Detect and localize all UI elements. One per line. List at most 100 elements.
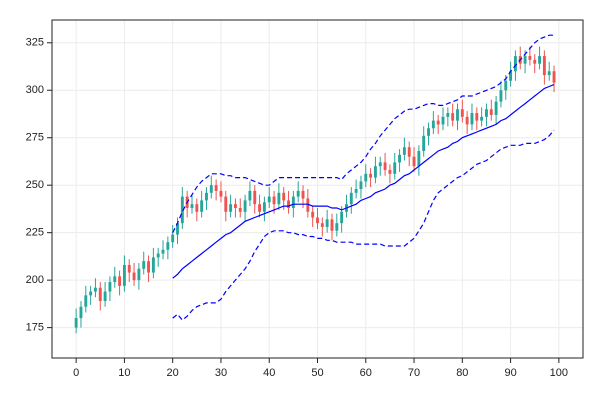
candle-body — [412, 156, 416, 167]
x-tick-label: 50 — [311, 367, 323, 379]
average-line — [172, 84, 555, 279]
candle-body — [354, 189, 358, 193]
candle-body — [460, 109, 464, 117]
candle-body — [533, 59, 537, 64]
candle-body — [311, 211, 315, 218]
x-tick-label: 70 — [408, 367, 420, 379]
band-line — [172, 129, 555, 321]
candle-body — [431, 120, 435, 129]
candle-body — [383, 162, 387, 171]
candle-body — [509, 71, 513, 81]
x-tick-label: 30 — [215, 367, 227, 379]
y-tick-label: 250 — [26, 179, 44, 191]
candle-body — [253, 190, 257, 205]
candle-body — [180, 196, 184, 224]
candle-body — [171, 234, 175, 243]
band-line — [172, 34, 554, 233]
candle-body — [335, 223, 339, 231]
candle-body — [427, 128, 430, 136]
candle-body — [113, 276, 117, 283]
candle-body — [272, 196, 276, 205]
candle-body — [108, 282, 112, 292]
plot-frame — [51, 19, 584, 359]
x-tick-label: 100 — [550, 367, 568, 379]
candle-body — [287, 200, 290, 208]
candle-body — [79, 306, 83, 319]
candle-body — [205, 192, 208, 201]
y-tick-label: 275 — [26, 132, 44, 144]
candle-body — [118, 276, 122, 286]
candle-body — [238, 207, 242, 212]
candle-body — [89, 291, 93, 296]
candle-body — [369, 173, 373, 178]
candle-body — [494, 101, 498, 115]
candle-body — [248, 190, 252, 201]
candle-body — [480, 116, 484, 121]
candle-body — [523, 56, 527, 64]
candle-body — [296, 190, 300, 197]
candle-body — [398, 154, 402, 163]
candle-body — [489, 109, 493, 115]
x-tick-label: 80 — [456, 367, 468, 379]
candle-body — [330, 219, 334, 231]
candle-body — [547, 71, 551, 76]
y-tick-label: 175 — [26, 322, 44, 334]
x-tick-label: 20 — [167, 367, 179, 379]
candle-body — [542, 56, 546, 76]
candle-body — [388, 170, 392, 174]
candle-body — [538, 56, 542, 64]
candle-body — [166, 242, 170, 250]
candle-body — [325, 219, 329, 227]
candle-body — [446, 113, 450, 117]
candle-body — [142, 261, 146, 269]
candle-body — [224, 196, 228, 212]
candle-body — [132, 272, 136, 281]
candle-body — [485, 109, 488, 117]
candle-body — [301, 190, 305, 199]
candle-body — [504, 80, 508, 91]
candle-body — [417, 151, 421, 167]
candle-body — [209, 185, 213, 193]
y-tick-label: 225 — [26, 227, 44, 239]
candle-body — [470, 113, 474, 125]
candle-body — [147, 261, 150, 273]
candle-body — [465, 116, 469, 125]
candle-body — [267, 196, 271, 203]
candle-body — [156, 253, 160, 258]
candle-body — [373, 166, 377, 178]
y-tick-label: 300 — [26, 84, 44, 96]
candle-body — [436, 120, 440, 125]
candle-body — [200, 200, 204, 212]
candle-body — [306, 198, 310, 212]
candle-body — [451, 113, 455, 121]
candle-body — [552, 71, 556, 83]
candle-body — [340, 211, 344, 224]
candle-body — [528, 56, 532, 60]
candle-body — [262, 202, 266, 212]
candle-body — [499, 90, 503, 102]
candle-body — [282, 192, 286, 201]
x-tick-label: 0 — [73, 367, 79, 379]
candle-body — [214, 185, 218, 191]
candle-body — [320, 223, 324, 227]
candle-body — [243, 200, 247, 212]
candle-body — [161, 249, 165, 254]
y-tick-label: 200 — [26, 274, 44, 286]
candle-body — [195, 204, 199, 212]
candle-body — [475, 113, 479, 121]
candle-body — [456, 109, 459, 121]
candle-body — [291, 196, 295, 208]
candle-body — [393, 162, 397, 174]
candle-body — [407, 147, 411, 157]
candle-body — [122, 264, 126, 286]
candle-body — [441, 116, 445, 125]
y-tick-label: 325 — [26, 37, 44, 49]
candle-body — [137, 268, 141, 281]
candle-body — [422, 135, 426, 152]
candle-body — [127, 264, 131, 273]
candle-body — [176, 223, 179, 235]
candle-body — [277, 192, 281, 205]
candle-body — [98, 287, 102, 302]
candle-body — [103, 291, 107, 302]
candle-body — [93, 287, 97, 292]
